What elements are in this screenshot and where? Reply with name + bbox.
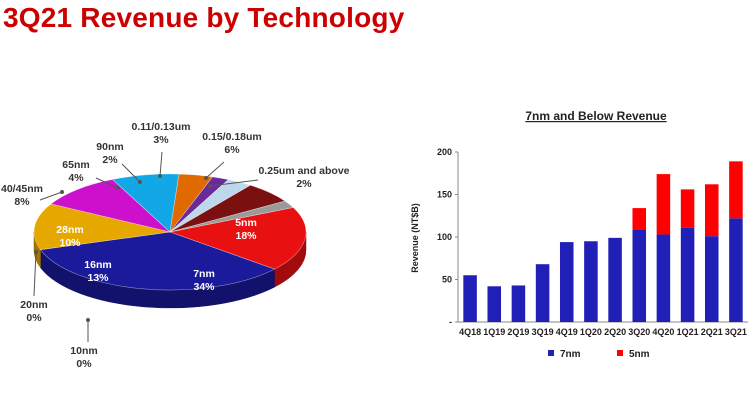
bar-7nm-4q20 (656, 234, 671, 322)
slide-title: 3Q21 Revenue by Technology (3, 2, 405, 33)
bar-7nm-3q20 (632, 229, 647, 322)
pie-label-20nm: 20nm (20, 299, 47, 311)
x-tick-label: 2Q20 (604, 327, 626, 337)
y-axis-label: Revenue (NT$B) (410, 203, 420, 273)
pie-label-0-15-0-18um: 0.15/0.18um (202, 131, 262, 143)
x-tick-label: 3Q20 (628, 327, 650, 337)
pie-slice-7nm (39, 231, 276, 291)
pie-pct-28nm: 10% (59, 237, 81, 249)
pie-leader-dot-65nm (116, 186, 120, 190)
y-tick-label: - (449, 317, 452, 327)
pie-label-0-25um-and-above: 0.25um and above (258, 165, 349, 177)
pie-slice-0-25um-and-above (169, 200, 294, 233)
pie-pct-0-15-0-18um: 6% (224, 144, 240, 156)
pie-leader-dot-90nm (138, 180, 142, 184)
pie-pct-20nm: 0% (26, 312, 42, 324)
y-tick-label: 200 (437, 147, 452, 157)
pie-label-0-11-0-13um: 0.11/0.13um (132, 121, 191, 133)
pie-pct-16nm: 13% (87, 272, 109, 284)
y-tick-label: 100 (437, 232, 452, 242)
pie-pct-7nm: 34% (193, 281, 215, 293)
pie-pct-65nm: 4% (68, 172, 84, 184)
pie-leader-0-25um-and-above (209, 179, 259, 187)
x-tick-label: 2Q21 (701, 327, 723, 337)
pie-pct-0-25um-and-above: 2% (296, 178, 312, 190)
legend-label-7nm: 7nm (560, 349, 581, 360)
y-tick-label: 150 (437, 190, 452, 200)
bar-7nm-2q21 (704, 236, 719, 322)
pie-label-65nm: 65nm (62, 159, 89, 171)
pie-leader-20nm (33, 251, 37, 297)
bar-7nm-2q20 (608, 237, 622, 322)
pie-leader-0-11-0-13um (159, 151, 163, 177)
pie-label-28nm: 28nm (56, 224, 83, 236)
pie-pct-10nm: 0% (76, 358, 92, 370)
pie-pct-5nm: 18% (235, 230, 257, 242)
bar-7nm-1q19 (487, 286, 502, 322)
legend-swatch-7nm (548, 350, 554, 356)
pie-pct-90nm: 2% (102, 154, 118, 166)
pie-slice-5nm (168, 207, 307, 270)
x-tick-label: 3Q19 (532, 327, 554, 337)
pie-pct-0-11-0-13um: 3% (153, 134, 169, 146)
pie-top (33, 173, 307, 291)
pie-slice-16nm (33, 203, 171, 251)
pie-leader-dot-40-45nm (60, 190, 64, 194)
bar-7nm-4q19 (559, 242, 574, 322)
pie-leader-0-15-0-18um (205, 161, 225, 179)
x-tick-label: 4Q20 (652, 327, 674, 337)
x-tick-label: 1Q20 (580, 327, 602, 337)
pie-leader-dot-20nm (34, 250, 38, 254)
bar-chart-title: 7nm and Below Revenue (525, 109, 667, 123)
pie-label-5nm: 5nm (235, 217, 257, 229)
x-tick-label: 1Q19 (483, 327, 505, 337)
pie-pct-40-45nm: 8% (14, 196, 30, 208)
pie-leader-dot-0-15-0-18um (204, 176, 208, 180)
x-tick-label: 4Q18 (459, 327, 481, 337)
pie-label-10nm: 10nm (70, 345, 97, 357)
bar-7nm-1q20 (584, 241, 598, 322)
bar-5nm-1q21 (680, 189, 695, 228)
pie-leader-65nm (95, 177, 119, 189)
pie-slice-28nm (50, 179, 172, 233)
legend-swatch-5nm (617, 350, 623, 356)
x-tick-label: 1Q21 (677, 327, 699, 337)
pie-leader-90nm (121, 163, 141, 183)
bar-5nm-4q20 (656, 174, 671, 235)
pie-leader-dot-0-25um-and-above (208, 184, 212, 188)
bar-5nm-2q21 (704, 184, 719, 237)
pie-label-7nm: 7nm (193, 268, 215, 280)
x-tick-label: 2Q19 (507, 327, 529, 337)
y-tick-label: 50 (442, 275, 452, 285)
bar-5nm-3q20 (632, 208, 647, 230)
pie-leader-40-45nm (39, 191, 63, 201)
bar-7nm-3q21 (729, 218, 743, 322)
pie-label-16nm: 16nm (84, 259, 111, 271)
pie-label-90nm: 90nm (96, 141, 123, 153)
bar-7nm-3q19 (535, 264, 550, 322)
bar-5nm-3q21 (729, 161, 743, 219)
legend-label-5nm: 5nm (629, 349, 650, 360)
bar-7nm-4q18 (463, 275, 477, 322)
bar-7nm-2q19 (511, 285, 526, 322)
bar-7nm-1q21 (680, 227, 695, 322)
x-tick-label: 3Q21 (725, 327, 747, 337)
pie-label-40-45nm: 40/45nm (1, 183, 43, 195)
pie-leader-dot-10nm (86, 318, 90, 322)
pie-leader-dot-0-11-0-13um (158, 174, 162, 178)
x-tick-label: 4Q19 (556, 327, 578, 337)
